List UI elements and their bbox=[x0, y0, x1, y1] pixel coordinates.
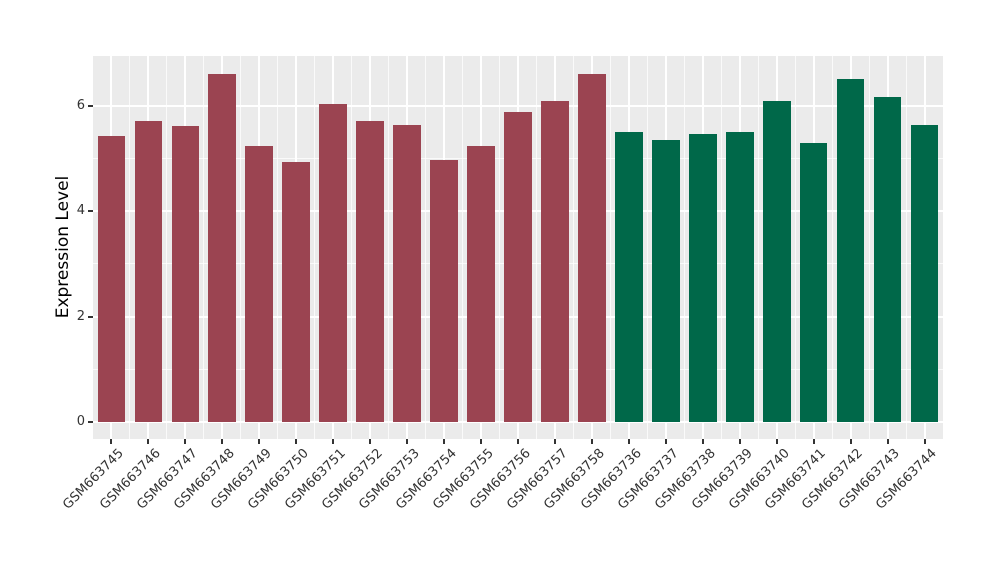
y-axis-tick bbox=[88, 315, 93, 318]
x-axis-tick bbox=[184, 439, 187, 444]
minor-gridline bbox=[646, 56, 648, 439]
bar-GSM663746 bbox=[134, 120, 163, 422]
bar-GSM663748 bbox=[208, 74, 237, 422]
bar-GSM663753 bbox=[393, 124, 421, 422]
x-axis-tick bbox=[332, 439, 335, 444]
x-axis-tick bbox=[664, 439, 667, 444]
bar-GSM663740 bbox=[762, 101, 791, 422]
x-axis-tick bbox=[701, 439, 704, 444]
x-axis-tick bbox=[553, 439, 556, 444]
plot-panel bbox=[93, 56, 943, 439]
minor-gridline bbox=[203, 56, 205, 439]
y-axis-title: Expression Level bbox=[53, 175, 73, 319]
x-axis-tick bbox=[147, 439, 150, 444]
x-axis-tick bbox=[517, 439, 519, 444]
y-axis-tick bbox=[88, 210, 93, 213]
x-axis-tick bbox=[406, 439, 409, 444]
minor-gridline bbox=[425, 56, 427, 439]
x-axis-tick bbox=[258, 439, 261, 444]
bar-GSM663754 bbox=[430, 160, 458, 422]
minor-gridline bbox=[609, 56, 611, 439]
minor-gridline bbox=[683, 56, 685, 439]
bar-GSM663743 bbox=[873, 96, 902, 422]
minor-gridline bbox=[905, 56, 907, 439]
minor-gridline bbox=[868, 56, 870, 439]
minor-gridline bbox=[499, 56, 501, 439]
bar-GSM663751 bbox=[319, 104, 348, 422]
bar-GSM663758 bbox=[578, 73, 606, 422]
y-tick-label: 4 bbox=[76, 203, 85, 219]
minor-gridline bbox=[166, 56, 168, 439]
bar-GSM663738 bbox=[688, 133, 717, 422]
bar-GSM663749 bbox=[245, 145, 274, 422]
minor-gridline bbox=[314, 56, 316, 439]
x-axis-tick bbox=[590, 439, 593, 444]
y-tick-label: 2 bbox=[76, 308, 85, 324]
y-axis-tick bbox=[88, 421, 93, 423]
x-axis-tick bbox=[369, 439, 372, 444]
x-axis-tick bbox=[480, 439, 483, 444]
bar-GSM663742 bbox=[836, 78, 865, 422]
x-axis-tick bbox=[110, 439, 113, 444]
y-tick-label: 6 bbox=[76, 97, 85, 113]
minor-gridline bbox=[794, 56, 796, 439]
minor-gridline bbox=[240, 56, 242, 439]
bar-GSM663744 bbox=[910, 124, 939, 422]
y-tick-label: 0 bbox=[76, 414, 85, 429]
minor-gridline bbox=[572, 56, 574, 439]
bar-GSM663750 bbox=[282, 161, 311, 422]
bar-GSM663755 bbox=[467, 145, 495, 422]
minor-gridline bbox=[351, 56, 353, 439]
x-axis-tick bbox=[295, 439, 298, 444]
bar-GSM663739 bbox=[725, 131, 754, 422]
minor-gridline bbox=[757, 56, 759, 439]
minor-gridline bbox=[129, 56, 131, 439]
minor-gridline bbox=[277, 56, 279, 439]
bar-GSM663752 bbox=[356, 120, 385, 422]
minor-gridline bbox=[720, 56, 722, 439]
bar-GSM663747 bbox=[171, 125, 200, 422]
x-axis-tick bbox=[923, 439, 926, 444]
x-axis-tick bbox=[627, 439, 630, 444]
minor-gridline bbox=[535, 56, 537, 439]
x-axis-tick bbox=[775, 439, 778, 444]
x-axis-tick bbox=[849, 439, 852, 444]
x-axis-tick bbox=[738, 439, 741, 444]
x-axis-tick bbox=[886, 439, 889, 444]
bar-GSM663741 bbox=[799, 142, 828, 422]
bar-GSM663756 bbox=[504, 111, 532, 422]
x-axis-tick bbox=[443, 439, 446, 444]
bar-GSM663757 bbox=[541, 101, 569, 422]
y-axis-tick bbox=[88, 104, 93, 107]
bar-GSM663745 bbox=[97, 135, 126, 422]
minor-gridline bbox=[831, 56, 833, 439]
x-axis-tick bbox=[812, 439, 815, 444]
bar-GSM663737 bbox=[651, 139, 680, 422]
minor-gridline bbox=[462, 56, 464, 439]
bar-GSM663736 bbox=[615, 131, 643, 422]
minor-gridline bbox=[388, 56, 390, 439]
x-axis-tick bbox=[221, 439, 224, 444]
